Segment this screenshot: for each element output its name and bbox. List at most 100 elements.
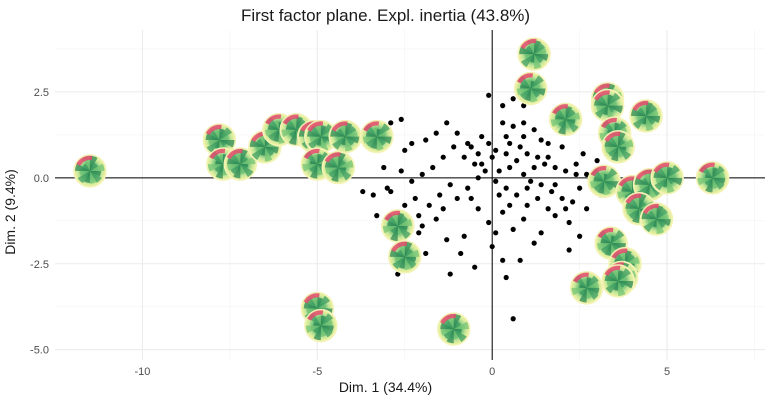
glyph-wedge	[642, 177, 650, 185]
glyph-wedge	[440, 329, 454, 336]
glyph-wedge	[534, 54, 544, 64]
glyph-accent	[303, 292, 320, 304]
glyph-wedge	[656, 205, 664, 220]
data-point	[559, 195, 565, 202]
glyph-wedge	[595, 105, 608, 119]
glyph-wedge	[338, 160, 346, 168]
glyph-wedge	[593, 181, 605, 192]
y-tick-label: -2.5	[30, 259, 49, 271]
glyph-wedge	[240, 156, 256, 165]
glyph-wedge	[604, 140, 619, 147]
glyph-wedge	[376, 123, 390, 137]
data-point	[472, 264, 478, 270]
data-point	[472, 161, 478, 167]
glyph-accent	[596, 227, 614, 239]
glyph-wedge	[618, 146, 624, 158]
glyph-wedge	[440, 322, 454, 330]
glyph-wedge	[397, 225, 408, 231]
glyph-wedge	[648, 219, 657, 224]
data-point	[479, 161, 485, 167]
glyph-wedge	[530, 75, 544, 89]
glyph-wedge	[303, 301, 318, 309]
glyph-wedge	[612, 269, 619, 281]
x-tick-label: -10	[134, 366, 150, 378]
data-point	[563, 206, 569, 212]
glyph-wedge	[208, 140, 220, 146]
glyph-wedge	[320, 136, 328, 143]
glyph-ring	[223, 147, 258, 181]
glyph-wedge	[618, 280, 625, 288]
data-point	[475, 151, 481, 157]
y-tick-label: -5.0	[30, 345, 49, 357]
glyph-wedge	[404, 256, 417, 269]
data-point	[503, 151, 509, 157]
data-point	[500, 120, 506, 126]
glyph-wedge	[604, 274, 619, 281]
glyph-wedge	[649, 184, 662, 197]
glyph-accent	[600, 117, 618, 129]
glyph-wedge	[586, 287, 600, 295]
glyph-wedge	[446, 329, 454, 344]
glyph-wedge	[607, 92, 621, 106]
glyph-wedge	[214, 140, 220, 150]
glyph-wedge	[227, 157, 241, 165]
glyph-wedge	[596, 105, 608, 112]
glyph-wedge	[394, 256, 405, 262]
glyph-ring	[517, 37, 551, 71]
glyph-wedge	[370, 136, 377, 149]
data-point	[521, 120, 527, 126]
y-tick-label: 0.0	[34, 173, 49, 185]
x-axis-title: Dim. 1 (34.4%)	[338, 379, 433, 395]
glyph-wedge	[618, 146, 632, 160]
data-point	[528, 178, 534, 184]
glyph-wedge	[604, 176, 614, 182]
data-point	[454, 195, 460, 202]
glyph-wedge	[621, 186, 633, 192]
glyph-wedge	[707, 168, 713, 178]
data-point	[374, 213, 380, 219]
data-point	[412, 195, 418, 202]
glyph-wedge	[337, 136, 346, 141]
data-point	[423, 250, 429, 257]
glyph-wedge	[579, 287, 587, 303]
glyph-wedge	[618, 139, 634, 147]
data-point	[461, 233, 467, 239]
data-point	[370, 192, 376, 198]
glyph-wedge	[215, 164, 223, 179]
glyph-wedge	[390, 225, 398, 234]
star-glyph	[517, 37, 551, 71]
glyph-wedge	[404, 249, 420, 257]
glyph-wedge	[667, 166, 673, 178]
data-point	[493, 230, 499, 236]
glyph-wedge	[79, 170, 90, 177]
data-point	[524, 151, 530, 157]
glyph-wedge	[372, 127, 377, 137]
glyph-wedge	[632, 208, 640, 223]
glyph-wedge	[600, 237, 612, 244]
glyph-wedge	[530, 88, 546, 96]
glyph-ring	[601, 130, 635, 164]
glyph-wedge	[652, 219, 657, 228]
glyph-wedge	[586, 281, 599, 288]
glyph-wedge	[320, 325, 327, 337]
data-point	[419, 223, 425, 229]
glyph-wedge	[712, 177, 726, 185]
glyph-accent	[208, 148, 226, 160]
glyph-accent	[362, 120, 380, 132]
glyph-wedge	[325, 167, 339, 175]
data-point	[552, 213, 558, 219]
data-point	[521, 216, 527, 222]
glyph-wedge	[214, 164, 223, 173]
glyph-wedge	[646, 115, 661, 123]
data-point	[521, 171, 527, 177]
glyph-wedge	[264, 146, 275, 157]
glyph-accent	[617, 175, 635, 187]
glyph-wedge	[83, 170, 90, 184]
glyph-wedge	[219, 128, 226, 140]
glyph-wedge	[320, 325, 334, 333]
data-point	[398, 116, 404, 122]
glyph-ring	[304, 308, 338, 343]
glyph-wedge	[519, 46, 535, 55]
glyph-accent	[642, 203, 660, 215]
glyph-wedge	[611, 146, 619, 162]
